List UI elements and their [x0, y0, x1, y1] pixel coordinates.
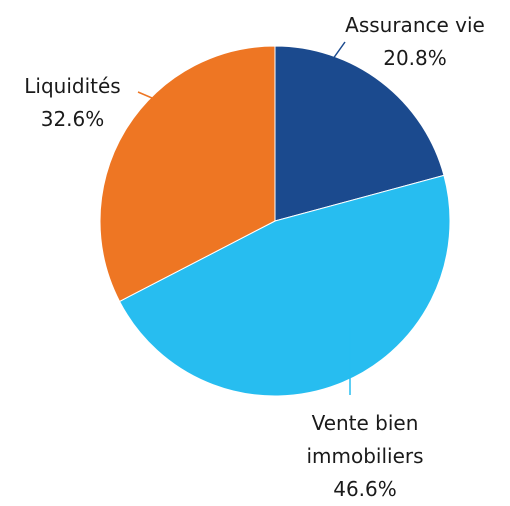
category-label: Assurance vie — [345, 13, 485, 37]
value-label: 20.8% — [383, 46, 447, 70]
category-label: Vente bien immobiliers — [306, 411, 424, 468]
pie-slice — [99, 45, 276, 303]
value-label: 32.6% — [40, 107, 105, 131]
category-label: Liquidités — [24, 74, 121, 98]
pie-slice — [118, 174, 451, 397]
slice-label: Assurance vie 20.8% — [340, 9, 490, 75]
value-label: 46.6% — [333, 477, 397, 501]
slice-label: Liquidités 32.6% — [0, 70, 145, 136]
pie-slice — [274, 45, 445, 222]
leader-line — [137, 91, 153, 99]
leader-line — [297, 41, 346, 109]
slice-label: Vente bien immobiliers 46.6% — [290, 407, 440, 506]
